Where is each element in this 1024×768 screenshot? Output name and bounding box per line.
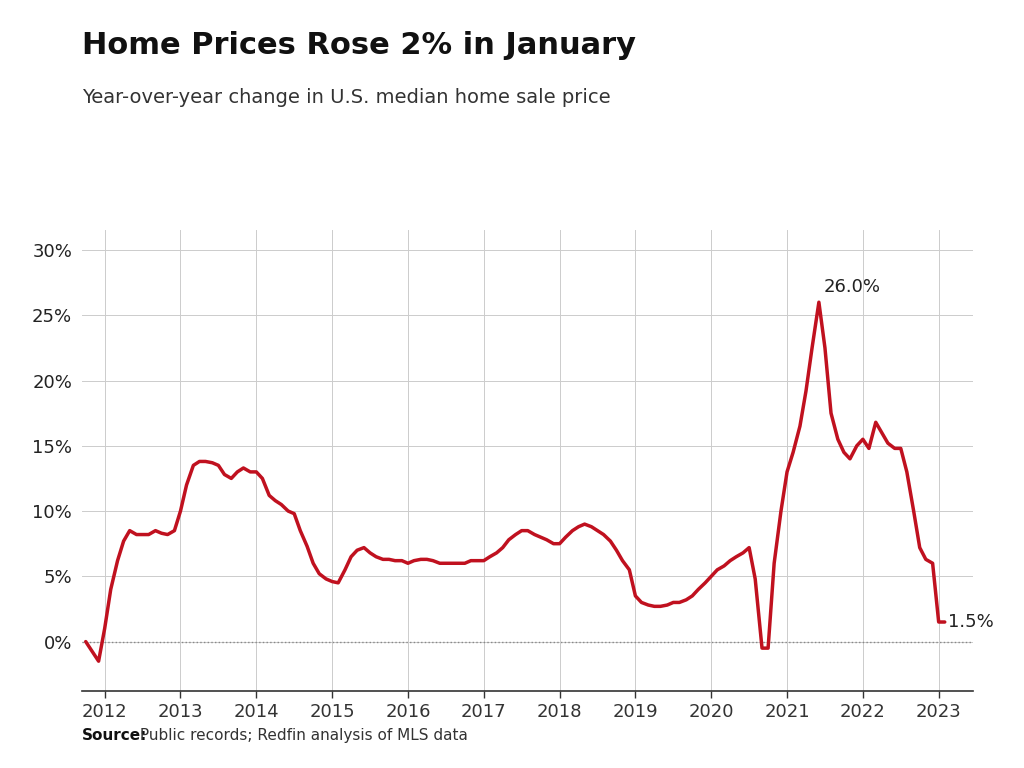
Text: Public records; Redfin analysis of MLS data: Public records; Redfin analysis of MLS d… [135,728,468,743]
Text: Home Prices Rose 2% in January: Home Prices Rose 2% in January [82,31,636,60]
Text: 1.5%: 1.5% [948,613,993,631]
Text: Year-over-year change in U.S. median home sale price: Year-over-year change in U.S. median hom… [82,88,610,108]
Text: Source:: Source: [82,728,147,743]
Text: 26.0%: 26.0% [823,278,881,296]
